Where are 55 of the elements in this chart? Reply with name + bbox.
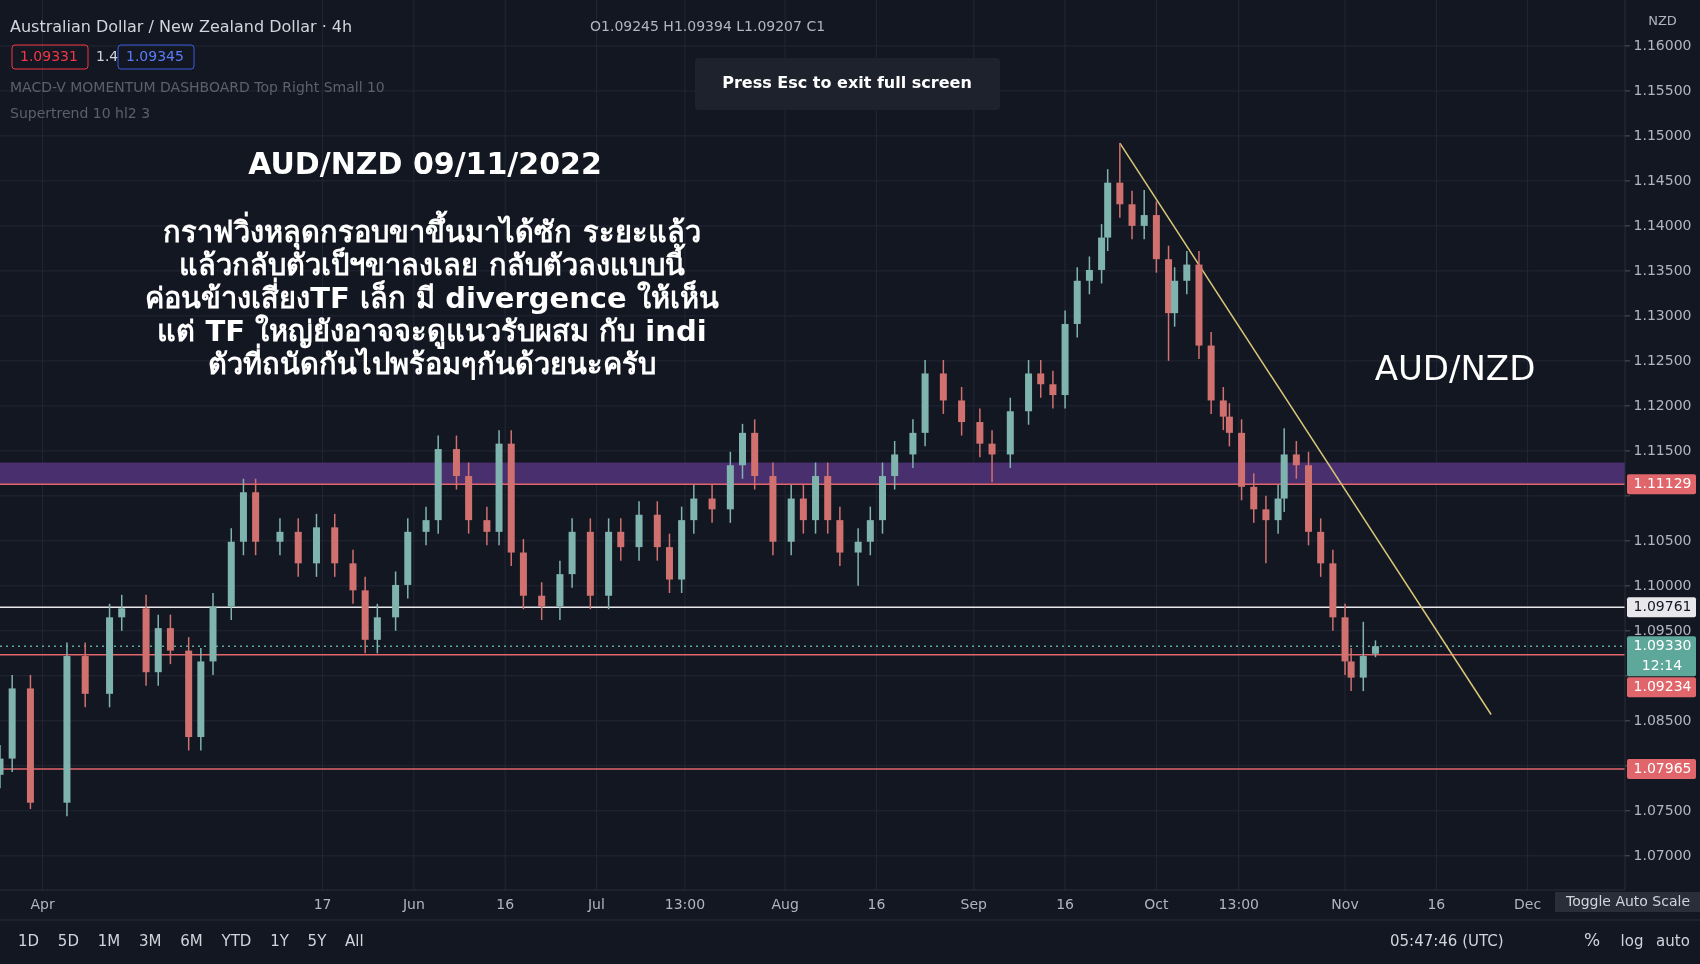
y-tick-label: 1.13000 bbox=[1633, 306, 1692, 323]
x-tick-label: 16 bbox=[1056, 896, 1075, 912]
x-tick-label: Nov bbox=[1331, 896, 1359, 912]
ref-line-label: 1.07965 bbox=[1633, 759, 1692, 776]
text: กราฟวิ่งหลุดกรอบขาขึ้นมาได้ซัก ระยะแล้ว แล้วกลับตัวเป็ฯขาลงเลย กลับตัวลงแบบนี้ ค่อนข้างเสี่ยงTF เล็ก มี divergence ให้เห็น แต่ TF ใหญ่ยังอาจจะดูแนวรับผสม กับ indi ตัวที่ถนัดกันไปพร้อมๆกันด้วยนะครับ bbox=[145, 210, 719, 381]
x-tick-label: 16 bbox=[1427, 896, 1446, 912]
y-axis-title: NZD bbox=[1648, 12, 1677, 28]
ref-line-label: 1.09330 bbox=[1633, 637, 1692, 654]
text: % bbox=[1583, 930, 1601, 950]
text: Toggle Auto Scale bbox=[1564, 893, 1691, 909]
annotation: Supertrend 10 hl2 3 bbox=[10, 105, 151, 121]
y-tick-label: 1.07500 bbox=[1633, 801, 1692, 818]
text: AUD/NZD 09/11/2022 bbox=[248, 145, 602, 181]
x-tick-label: 17 bbox=[313, 896, 332, 912]
ref-line-label: 1.11129 bbox=[1633, 475, 1692, 492]
y-tick-label: 1.07000 bbox=[1633, 846, 1692, 863]
y-tick-label: 1.13500 bbox=[1633, 261, 1692, 278]
x-tick-label: Aug bbox=[771, 896, 799, 912]
x-tick-label: Jun bbox=[401, 896, 425, 912]
annotation: MACD-V MOMENTUM DASHBOARD Top Right Small 10 bbox=[10, 79, 385, 95]
annotation: Australian Dollar / New Zealand Dollar · 4h bbox=[10, 16, 353, 36]
y-tick-label: 1.09500 bbox=[1633, 621, 1692, 638]
text: log bbox=[1620, 931, 1644, 950]
x-tick-label: Oct bbox=[1144, 896, 1169, 912]
text: 05:47:46 (UTC) bbox=[1390, 931, 1504, 950]
ref-line-label: 1.09761 bbox=[1633, 598, 1692, 615]
x-tick-label: Jul bbox=[586, 896, 605, 912]
text: 12:14 bbox=[1641, 657, 1683, 674]
y-tick-label: 1.12500 bbox=[1633, 351, 1692, 368]
x-tick-label: 13:00 bbox=[664, 896, 706, 912]
x-tick-label: 16 bbox=[496, 896, 515, 912]
y-tick-label: 1.08500 bbox=[1633, 711, 1692, 728]
annotation: 1.09331 bbox=[20, 48, 78, 64]
text: 1D 5D 1M 3M 6M YTD 1Y 5Y All bbox=[18, 931, 364, 950]
x-tick-label: Dec bbox=[1514, 896, 1542, 912]
x-tick-label: Sep bbox=[960, 896, 988, 912]
y-tick-label: 1.11500 bbox=[1633, 441, 1692, 458]
x-tick-label: 16 bbox=[867, 896, 886, 912]
y-tick-label: 1.14500 bbox=[1633, 171, 1692, 188]
annotation: AUD/NZD bbox=[1374, 347, 1536, 388]
y-tick-label: 1.16000 bbox=[1633, 36, 1692, 53]
y-tick-label: 1.15500 bbox=[1633, 81, 1692, 98]
x-tick-label: 13:00 bbox=[1218, 896, 1259, 912]
y-tick-label: 1.12000 bbox=[1633, 396, 1692, 413]
y-tick-label: 1.10500 bbox=[1633, 531, 1692, 548]
x-tick-label: Apr bbox=[30, 896, 55, 912]
annotation: O1.09245 H1.09394 L1.09207 C1 bbox=[590, 18, 826, 34]
ref-line-label: 1.09234 bbox=[1633, 678, 1692, 695]
annotation: Press Esc to exit full screen bbox=[722, 72, 972, 92]
y-tick-label: 1.15000 bbox=[1633, 126, 1692, 143]
annotation: 1.09345 bbox=[126, 48, 184, 64]
y-tick-label: 1.14000 bbox=[1633, 216, 1692, 233]
text: auto bbox=[1656, 931, 1690, 950]
annotation: 1.4 bbox=[96, 48, 119, 64]
y-tick-label: 1.10000 bbox=[1633, 576, 1692, 593]
